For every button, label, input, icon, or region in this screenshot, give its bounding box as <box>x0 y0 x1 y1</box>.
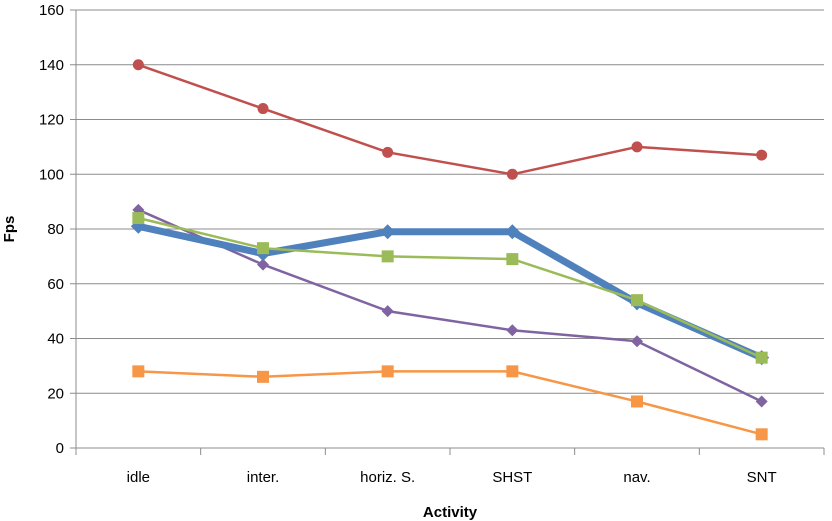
data-point <box>756 150 767 161</box>
y-tick-label: 40 <box>47 331 64 348</box>
data-point <box>380 224 395 239</box>
data-point <box>132 212 144 224</box>
series-5 <box>132 365 767 440</box>
data-point <box>382 365 394 377</box>
x-axis-title: Activity <box>423 504 478 521</box>
y-tick-label: 140 <box>39 57 64 74</box>
data-point <box>507 169 518 180</box>
y-tick-label: 120 <box>39 112 64 129</box>
y-tick-label: 100 <box>39 166 64 183</box>
series-line <box>138 210 761 402</box>
y-tick-label: 0 <box>56 440 64 457</box>
x-tick-label: inter. <box>247 469 280 486</box>
series-3 <box>131 219 769 365</box>
data-point <box>257 242 269 254</box>
y-tick-label: 160 <box>39 2 64 19</box>
data-point <box>631 335 643 347</box>
y-tick-label: 20 <box>47 385 64 402</box>
y-tick-label: 60 <box>47 276 64 293</box>
data-point <box>382 147 393 158</box>
data-point <box>257 371 269 383</box>
data-point <box>382 305 394 317</box>
x-tick-label: SHST <box>492 469 532 486</box>
data-point <box>631 395 643 407</box>
data-point <box>756 428 768 440</box>
data-point <box>132 365 144 377</box>
data-point <box>506 253 518 265</box>
y-axis-title: Fps <box>1 216 18 243</box>
data-point <box>756 395 768 407</box>
series-line <box>138 218 761 358</box>
data-point <box>382 250 394 262</box>
data-point <box>258 103 269 114</box>
data-point <box>756 352 768 364</box>
data-point <box>506 324 518 336</box>
data-point <box>133 59 144 70</box>
y-tick-label: 80 <box>47 221 64 238</box>
x-tick-label: nav. <box>623 469 650 486</box>
x-tick-label: SNT <box>747 469 777 486</box>
x-tick-label: idle <box>127 469 150 486</box>
data-point <box>506 365 518 377</box>
data-point <box>632 141 643 152</box>
series-line <box>138 226 761 357</box>
data-point <box>631 294 643 306</box>
series-group <box>131 59 769 440</box>
series-line <box>138 371 761 434</box>
x-tick-label: horiz. S. <box>360 469 415 486</box>
axes: 0 20 40 60 80 100 120 140 160 idle inter. horiz. S.… <box>39 2 824 486</box>
